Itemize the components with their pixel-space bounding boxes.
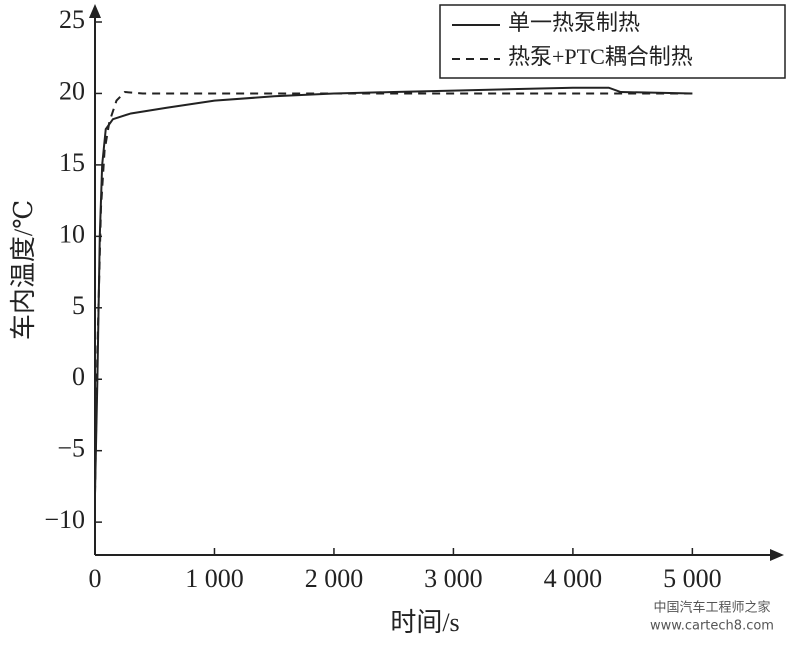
y-tick-label: 25 xyxy=(59,5,85,34)
x-axis-label: 时间/s xyxy=(390,608,459,637)
y-tick-label: 20 xyxy=(59,76,85,105)
x-tick-label: 1 000 xyxy=(185,564,244,593)
x-tick-label: 0 xyxy=(89,564,102,593)
x-tick-label: 2 000 xyxy=(305,564,364,593)
y-tick-label: 10 xyxy=(59,219,85,248)
x-tick-label: 4 000 xyxy=(544,564,603,593)
y-tick-label: 15 xyxy=(59,148,85,177)
legend-label: 热泵+PTC耦合制热 xyxy=(508,44,693,69)
legend-label: 单一热泵制热 xyxy=(508,10,640,35)
y-tick-label: −5 xyxy=(57,434,85,463)
legend-box xyxy=(439,4,786,79)
x-tick-label: 3 000 xyxy=(424,564,483,593)
series-line xyxy=(94,90,693,494)
y-tick-label: 5 xyxy=(72,291,85,320)
watermark: 中国汽车工程师之家 xyxy=(653,600,770,616)
y-tick-label: −10 xyxy=(44,505,85,534)
x-tick-label: 5 000 xyxy=(663,564,722,593)
x-axis-arrow xyxy=(770,549,784,561)
y-tick-label: 0 xyxy=(72,362,85,391)
watermark: www.cartech8.com xyxy=(650,619,774,634)
series-line xyxy=(94,86,693,494)
y-axis-arrow xyxy=(89,4,101,18)
y-axis-label: 车内温度/℃ xyxy=(9,200,38,340)
